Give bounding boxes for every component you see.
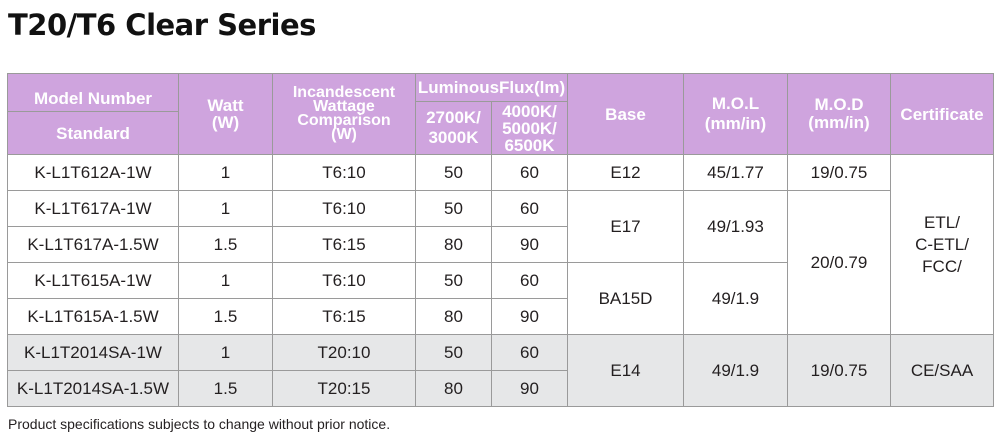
header-incandescent: Incandescent Wattage Comparison (W) (272, 73, 416, 155)
table-row: K-L1T2014SA-1.5W 1.5 T20:15 80 90 (7, 370, 994, 407)
comparison-cell: T6:10 (272, 262, 416, 299)
flux-low-cell: 80 (415, 370, 492, 407)
flux-high-cell: 90 (491, 370, 568, 407)
comparison-cell: T20:15 (272, 370, 416, 407)
watt-cell: 1 (178, 334, 273, 371)
model-cell: K-L1T615A-1W (7, 262, 179, 299)
comparison-cell: T6:10 (272, 154, 416, 191)
flux-low-cell: 80 (415, 226, 492, 263)
certificate-cell: ETL/ C-ETL/ FCC/ (890, 154, 994, 335)
flux-low-cell: 50 (415, 262, 492, 299)
footnote: Product specifications subjects to chang… (8, 416, 391, 432)
mod-cell: 19/0.75 (787, 154, 891, 191)
comparison-cell: T6:15 (272, 226, 416, 263)
flux-low-cell: 50 (415, 190, 492, 227)
model-cell: K-L1T615A-1.5W (7, 298, 179, 335)
base-cell: E17 (567, 190, 684, 263)
watt-cell: 1.5 (178, 370, 273, 407)
page-title: T20/T6 Clear Series (8, 8, 316, 42)
flux-low-cell: 50 (415, 334, 492, 371)
mol-cell: 49/1.9 (683, 262, 788, 335)
header-standard: Standard (7, 111, 179, 155)
table-row: K-L1T2014SA-1W 1 T20:10 50 60 E14 49/1.9… (7, 334, 994, 407)
mod-cell: 19/0.75 (787, 334, 891, 407)
spec-table: Model Number Watt (W) Incandescent Watta… (7, 73, 994, 407)
base-cell: E12 (567, 154, 684, 191)
base-cell: BA15D (567, 262, 684, 335)
flux-high-cell: 60 (491, 262, 568, 299)
header-model-number: Model Number (7, 73, 179, 112)
mol-cell: 45/1.77 (683, 154, 788, 191)
model-cell: K-L1T617A-1.5W (7, 226, 179, 263)
flux-low-cell: 80 (415, 298, 492, 335)
watt-cell: 1 (178, 262, 273, 299)
flux-low-cell: 50 (415, 154, 492, 191)
watt-cell: 1.5 (178, 298, 273, 335)
flux-high-cell: 90 (491, 226, 568, 263)
base-cell: E14 (567, 334, 684, 407)
mol-cell: 49/1.93 (683, 190, 788, 263)
table-row: K-L1T617A-1.5W 1.5 T6:15 80 90 (7, 226, 994, 263)
header-mol: M.O.L (mm/in) (683, 73, 788, 155)
flux-high-cell: 60 (491, 334, 568, 371)
comparison-cell: T20:10 (272, 334, 416, 371)
comparison-cell: T6:10 (272, 190, 416, 227)
model-cell: K-L1T2014SA-1W (7, 334, 179, 371)
header-luminous-flux: LuminousFlux(lm) (415, 73, 568, 102)
header-base: Base (567, 73, 684, 155)
watt-cell: 1.5 (178, 226, 273, 263)
watt-cell: 1 (178, 190, 273, 227)
mol-cell: 49/1.9 (683, 334, 788, 407)
mod-cell: 20/0.79 (787, 190, 891, 335)
header-flux-high: 4000K/ 5000K/ 6500K (491, 101, 568, 155)
certificate-cell: CE/SAA (890, 334, 994, 407)
header-mod: M.O.D (mm/in) (787, 73, 891, 155)
flux-high-cell: 60 (491, 154, 568, 191)
model-cell: K-L1T612A-1W (7, 154, 179, 191)
table-row: K-L1T617A-1W 1 T6:10 50 60 E17 49/1.93 2… (7, 190, 994, 335)
flux-high-cell: 60 (491, 190, 568, 227)
header-flux-low: 2700K/ 3000K (415, 101, 492, 155)
model-cell: K-L1T617A-1W (7, 190, 179, 227)
header-certificate: Certificate (890, 73, 994, 155)
watt-cell: 1 (178, 154, 273, 191)
header-watt: Watt (W) (178, 73, 273, 155)
flux-high-cell: 90 (491, 298, 568, 335)
table-row: K-L1T612A-1W 1 T6:10 50 60 E12 45/1.77 1… (7, 154, 994, 335)
model-cell: K-L1T2014SA-1.5W (7, 370, 179, 407)
comparison-cell: T6:15 (272, 298, 416, 335)
